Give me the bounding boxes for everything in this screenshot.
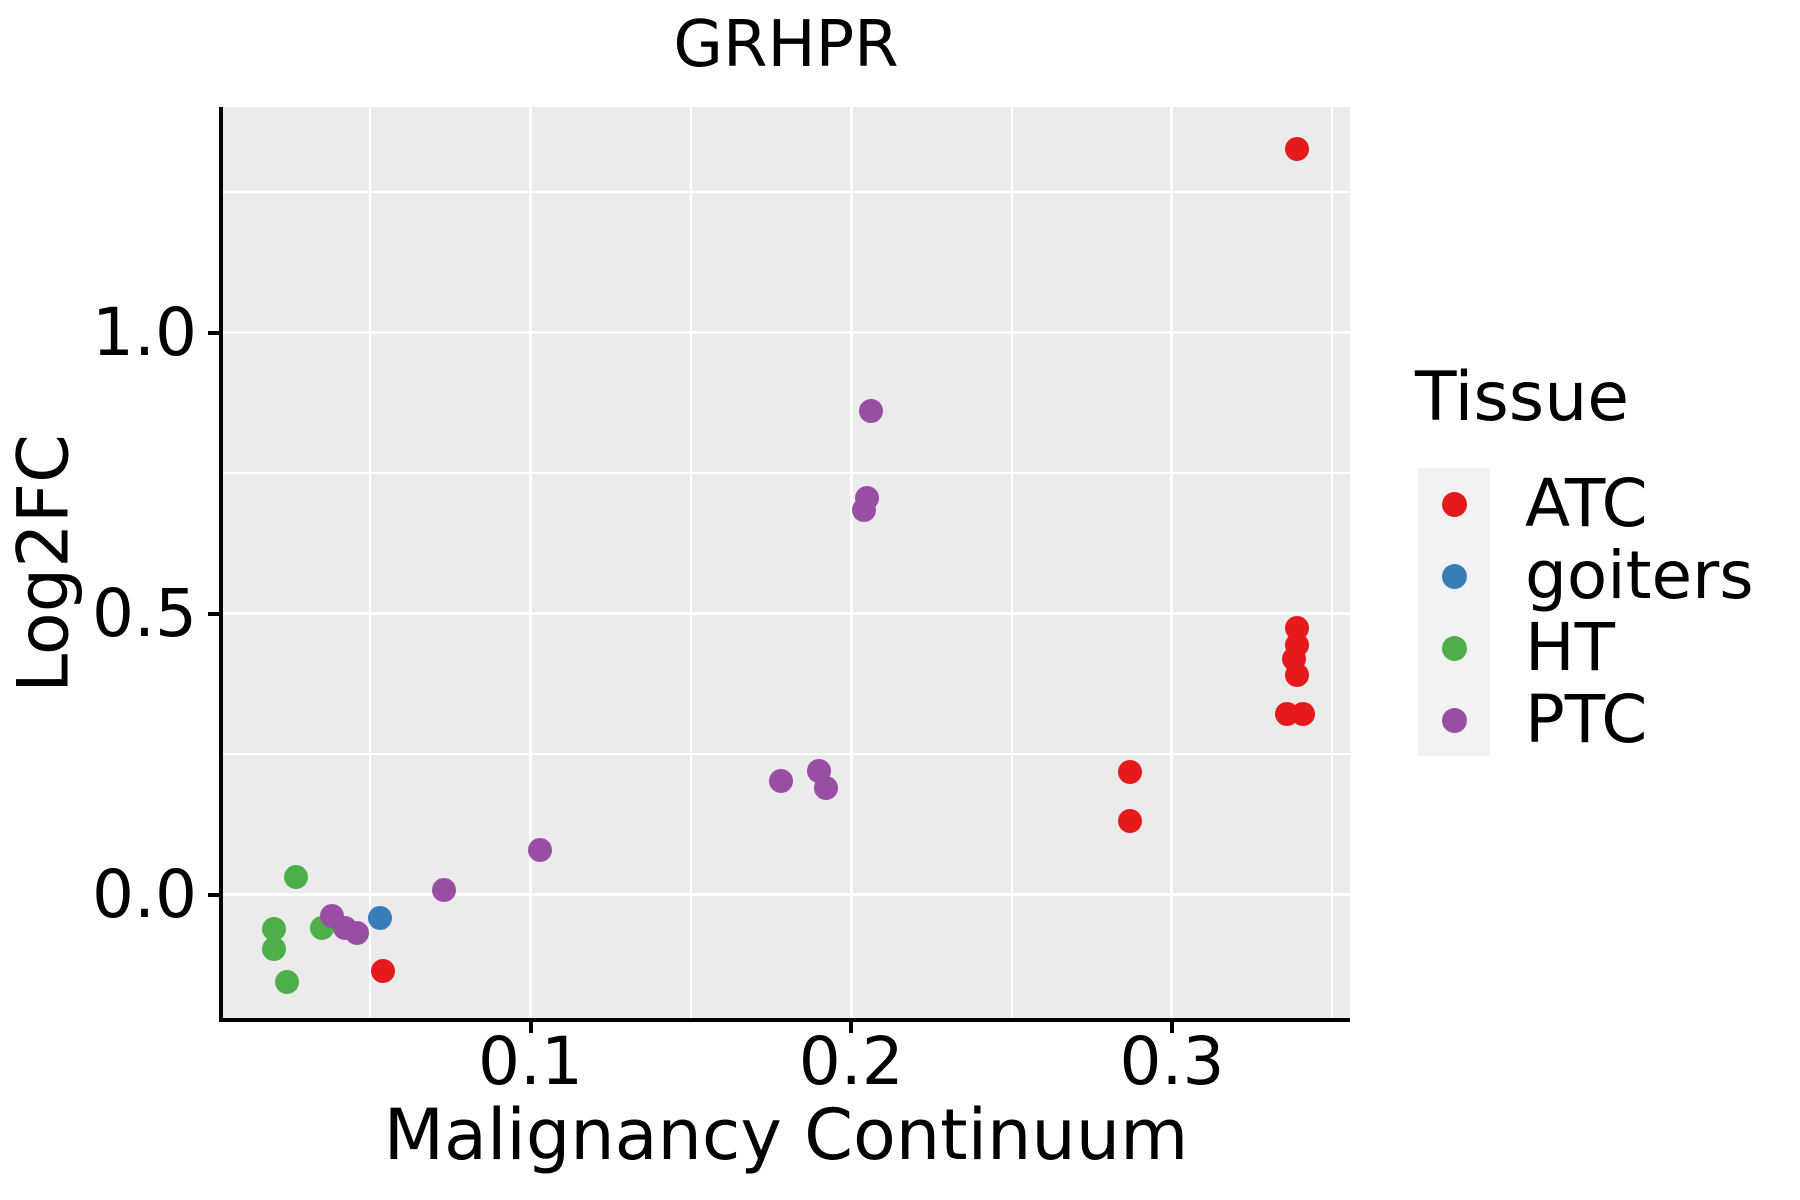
legend-key xyxy=(1418,612,1490,684)
y-tick-label: 0.5 xyxy=(92,574,197,652)
legend-item-label: PTC xyxy=(1525,681,1648,758)
legend-item-ptc: PTC xyxy=(1415,684,1754,756)
data-point-ht xyxy=(284,864,309,889)
x-gridline-minor xyxy=(1331,107,1334,1020)
y-gridline-minor xyxy=(222,753,1350,756)
x-gridline-minor xyxy=(689,107,692,1020)
data-point-ptc xyxy=(852,497,877,522)
data-point-ptc xyxy=(528,838,553,863)
legend-swatch-atc xyxy=(1441,491,1467,517)
legend-item-atc: ATC xyxy=(1415,468,1754,540)
x-axis-title: Malignancy Continuum xyxy=(383,1094,1189,1176)
x-gridline-major xyxy=(849,107,853,1020)
y-tick xyxy=(208,611,219,616)
data-point-atc xyxy=(1291,702,1316,727)
legend-item-ht: HT xyxy=(1415,612,1754,684)
x-tick-label: 0.2 xyxy=(798,1023,904,1100)
legend-item-label: HT xyxy=(1525,609,1615,686)
data-point-goiters xyxy=(367,906,392,931)
y-gridline-major xyxy=(222,612,1350,616)
legend-swatch-ptc xyxy=(1441,707,1467,733)
y-gridline-minor xyxy=(222,191,1350,194)
y-gridline-minor xyxy=(222,472,1350,475)
data-point-ptc xyxy=(345,920,370,945)
legend-key xyxy=(1418,468,1490,540)
x-tick xyxy=(849,1022,854,1033)
legend-swatch-goiters xyxy=(1441,563,1467,589)
data-point-atc xyxy=(1285,663,1310,688)
x-tick-label: 0.1 xyxy=(478,1023,584,1100)
data-point-ptc xyxy=(858,398,883,423)
y-axis-title: Log2FC xyxy=(2,434,85,693)
data-point-ptc xyxy=(768,768,793,793)
data-point-ht xyxy=(261,936,286,961)
legend-item-goiters: goiters xyxy=(1415,540,1754,612)
legend-item-label: ATC xyxy=(1525,465,1648,542)
x-tick xyxy=(528,1022,533,1033)
data-point-ht xyxy=(274,970,299,994)
legend-key xyxy=(1418,684,1490,756)
plot-panel xyxy=(222,107,1350,1020)
legend-swatch-ht xyxy=(1441,635,1467,661)
data-point-ptc xyxy=(813,775,838,800)
y-axis-line xyxy=(219,107,223,1022)
y-tick xyxy=(208,892,219,897)
y-tick-label: 0.0 xyxy=(92,855,197,933)
x-gridline-major xyxy=(1170,107,1174,1020)
data-point-atc xyxy=(1118,808,1143,833)
y-tick xyxy=(208,330,219,335)
plot-title: GRHPR xyxy=(673,8,899,82)
legend-key xyxy=(1418,540,1490,612)
y-gridline-major xyxy=(222,893,1350,897)
y-gridline-major xyxy=(222,331,1350,335)
x-tick-label: 0.3 xyxy=(1119,1023,1225,1100)
x-gridline-major xyxy=(529,107,533,1020)
data-point-atc xyxy=(371,958,395,983)
x-gridline-minor xyxy=(1010,107,1013,1020)
x-axis-line xyxy=(219,1018,1350,1022)
x-tick xyxy=(1169,1022,1174,1033)
legend: Tissue ATC goiters HT PTC xyxy=(1415,358,1754,756)
legend-item-label: goiters xyxy=(1525,537,1754,614)
data-point-atc xyxy=(1285,137,1310,162)
data-point-atc xyxy=(1118,759,1143,784)
y-tick-label: 1.0 xyxy=(92,293,197,371)
x-gridline-minor xyxy=(369,107,372,1020)
legend-title: Tissue xyxy=(1415,358,1630,437)
legend-items: ATC goiters HT PTC xyxy=(1415,468,1754,756)
data-point-ptc xyxy=(431,877,456,902)
